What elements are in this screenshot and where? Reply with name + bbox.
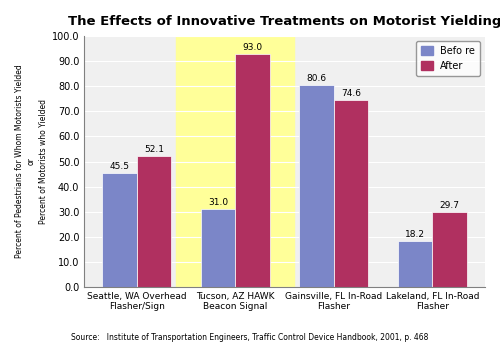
Bar <box>176 36 294 287</box>
Text: 74.6: 74.6 <box>341 89 361 98</box>
Bar <box>102 173 137 287</box>
Bar <box>201 209 235 287</box>
Text: Source:   Institute of Transportation Engineers, Traffic Control Device Handbook: Source: Institute of Transportation Engi… <box>72 333 428 342</box>
Bar <box>432 212 467 287</box>
Text: 31.0: 31.0 <box>208 198 228 207</box>
Text: 18.2: 18.2 <box>405 230 425 239</box>
Text: 80.6: 80.6 <box>306 74 326 83</box>
Bar <box>334 100 368 287</box>
Bar <box>236 54 270 287</box>
Title: The Effects of Innovative Treatments on Motorist Yielding: The Effects of Innovative Treatments on … <box>68 15 500 28</box>
Legend: Befo re, After: Befo re, After <box>416 41 480 76</box>
Bar <box>398 241 432 287</box>
Bar <box>300 85 334 287</box>
Text: 93.0: 93.0 <box>242 43 262 52</box>
Text: 45.5: 45.5 <box>110 162 130 171</box>
Bar <box>137 156 172 287</box>
Text: 29.7: 29.7 <box>440 201 460 210</box>
Y-axis label: Percent of Pedestrians for Whom Motorists Yielded
or
Percent of Motorists who Yi: Percent of Pedestrians for Whom Motorist… <box>15 65 48 259</box>
Text: 52.1: 52.1 <box>144 145 164 154</box>
